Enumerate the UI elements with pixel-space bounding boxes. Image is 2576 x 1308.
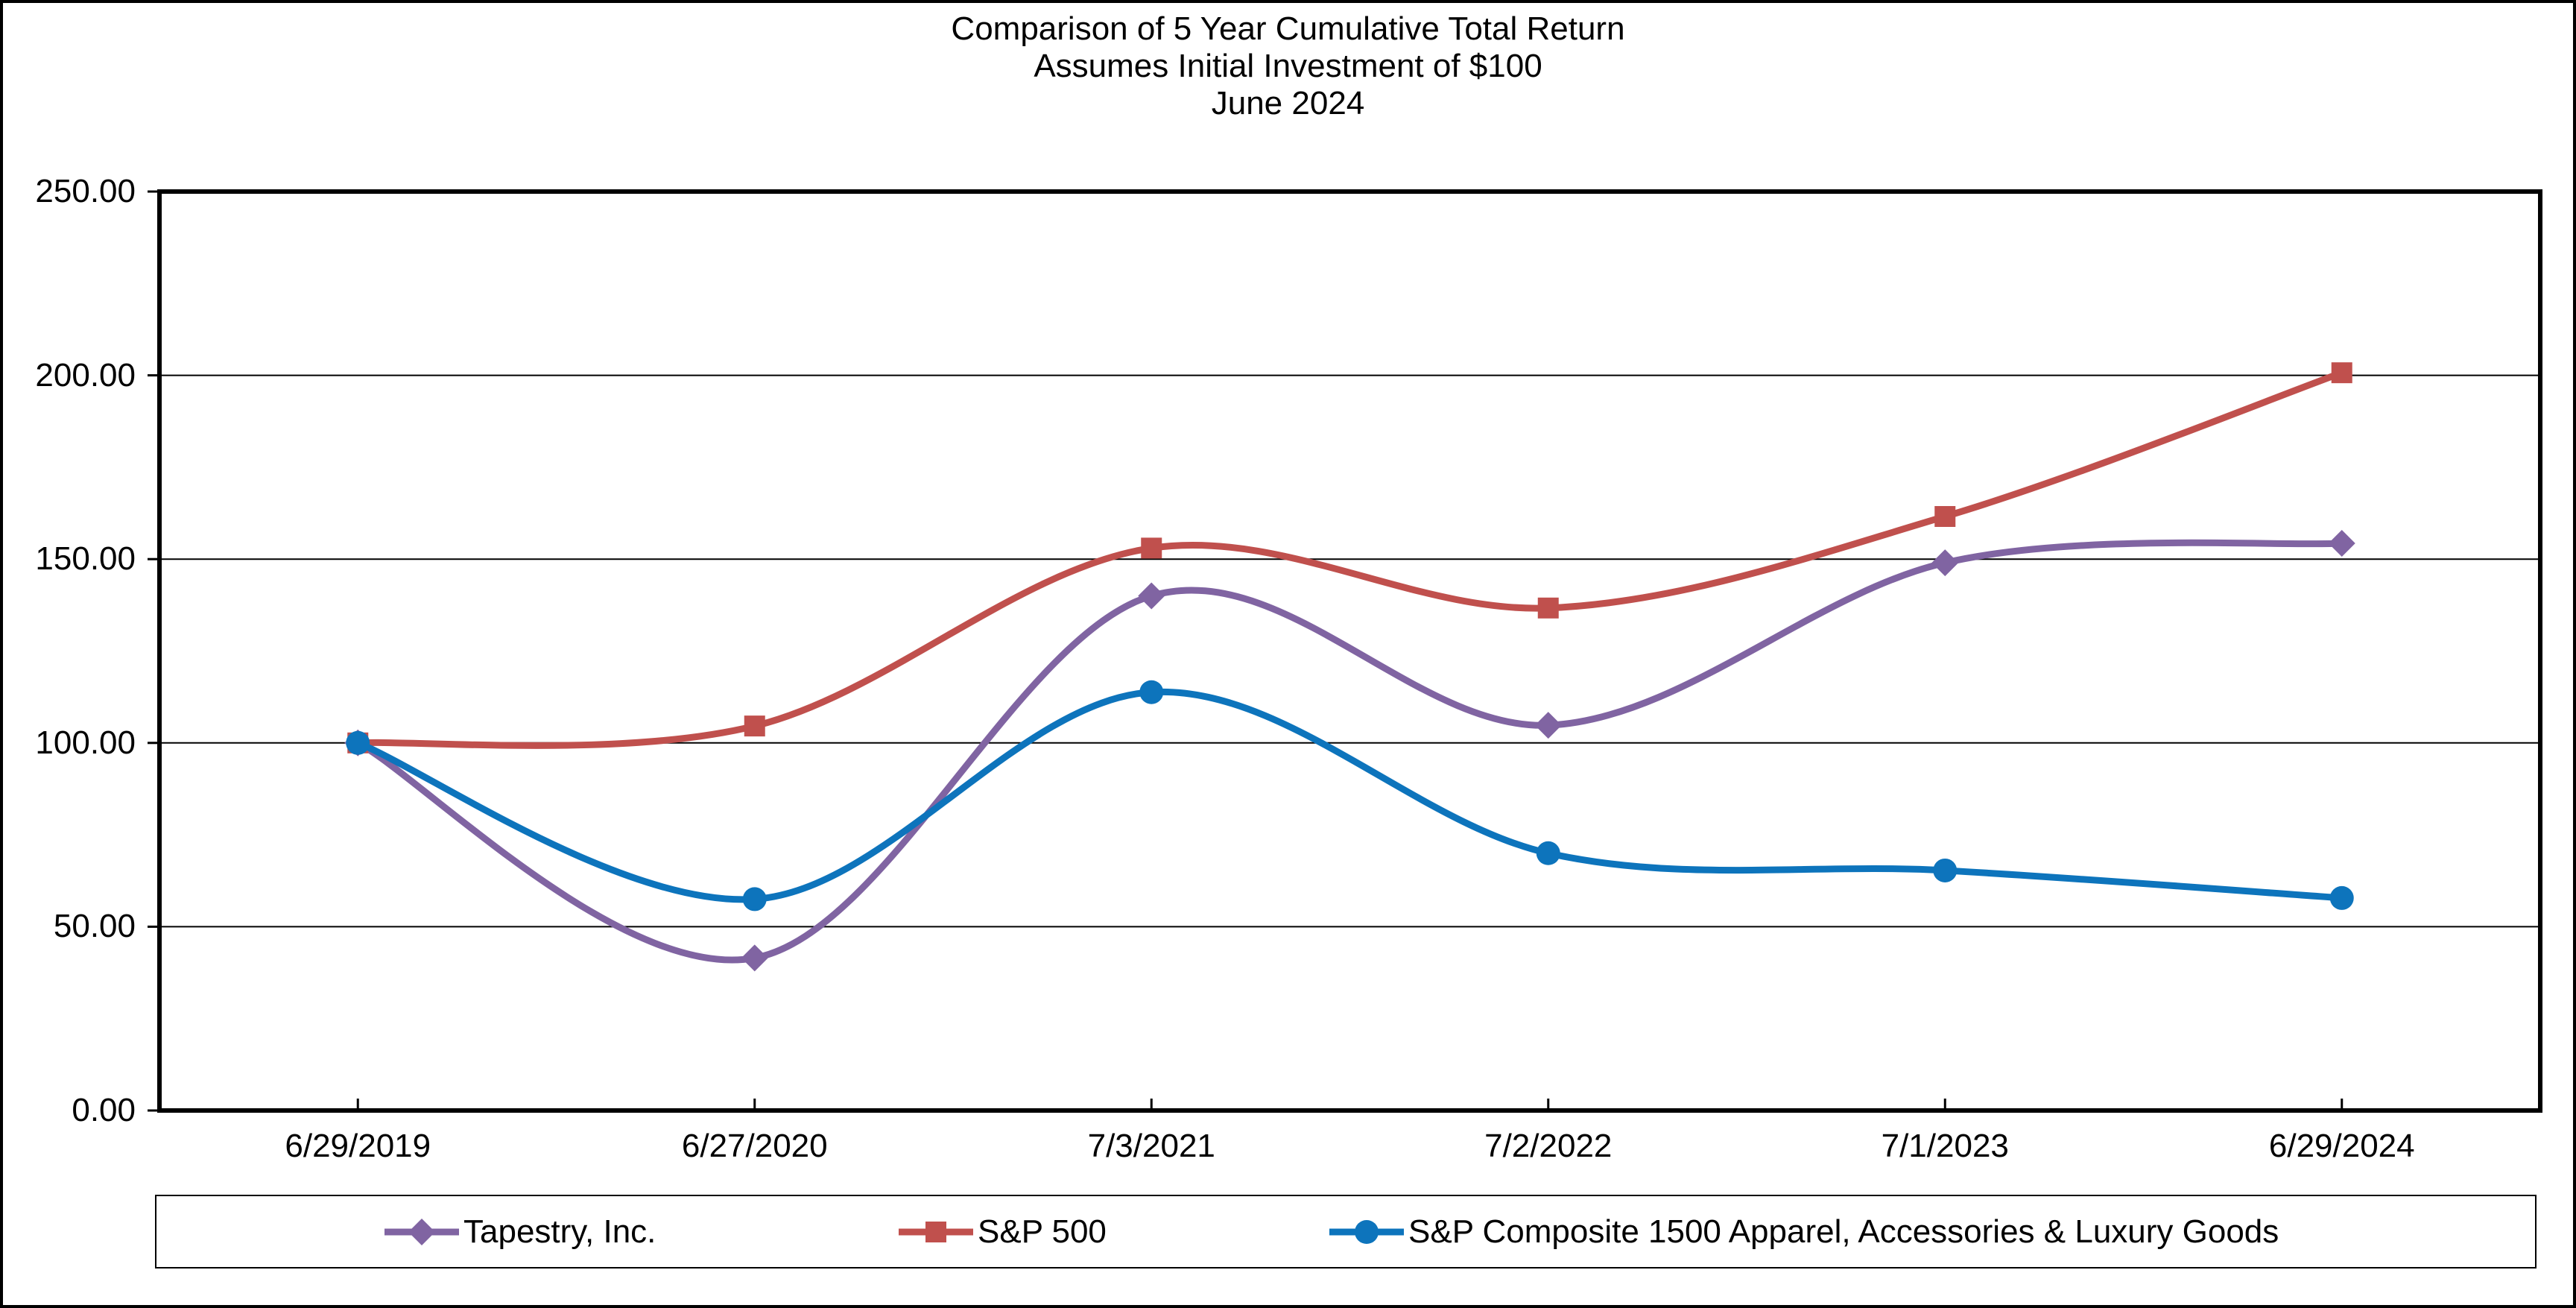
legend: Tapestry, Inc. S&P 500 S&P Composite 1500 … [155,1195,2537,1268]
legend-marker-tapestry-inc [408,1218,435,1245]
data-point-tapestry-inc-6-29-2024 [2328,529,2355,557]
y-axis-label-200.00: 200.00 [35,356,136,394]
legend-marker-s-p-500 [925,1221,946,1242]
data-point-s-p-composite-1500-apparel-accessories-luxury-goods-7-1-2023 [1933,858,1958,882]
plot-area [148,189,2542,1113]
y-axis-label-0.00: 0.00 [72,1092,136,1128]
x-axis-label-7-2-2022: 7/2/2022 [1484,1128,1613,1164]
data-point-s-p-composite-1500-apparel-accessories-luxury-goods-7-2-2022 [1536,841,1560,865]
legend-item-s-p-composite-1500-apparel-accessories-luxury-goods: S&P Composite 1500 Apparel, Accessories … [1329,1196,2279,1267]
y-axis-label-250.00: 250.00 [35,173,136,209]
legend-item-tapestry-inc: Tapestry, Inc. [384,1196,656,1267]
legend-marker-s-p-composite-1500-apparel-accessories-luxury-goods [1355,1219,1379,1244]
legend-label-s-p-composite-1500-apparel-accessories-luxury-goods: S&P Composite 1500 Apparel, Accessories … [1408,1213,2279,1250]
x-axis-label-6-27-2020: 6/27/2020 [681,1128,828,1164]
legend-item-s-p-500: S&P 500 [899,1196,1107,1267]
x-axis-label-6-29-2019: 6/29/2019 [285,1128,431,1164]
legend-label-s-p-500: S&P 500 [978,1213,1107,1250]
data-point-s-p-composite-1500-apparel-accessories-luxury-goods-6-27-2020 [742,887,767,912]
series-s-p-500 [347,362,2352,753]
data-point-tapestry-inc-7-2-2022 [1534,712,1562,739]
chart-title: Comparison of 5 Year Cumulative Total Re… [3,10,2573,122]
x-axis-label-6-29-2024: 6/29/2024 [2268,1128,2415,1164]
data-point-tapestry-inc-6-27-2020 [741,944,768,972]
data-point-s-p-500-6-29-2024 [2331,362,2352,384]
plot-border [157,189,2542,1113]
square-legend-marker-icon [899,1221,973,1242]
data-point-s-p-composite-1500-apparel-accessories-luxury-goods-6-29-2024 [2329,885,2354,910]
chart-title-line-2: Assumes Initial Investment of $100 [1034,48,1542,84]
data-point-s-p-500-7-2-2022 [1537,597,1559,619]
y-axis-label-100.00: 100.00 [35,724,136,761]
data-point-s-p-500-6-27-2020 [744,715,765,737]
circle-legend-marker-icon [1329,1219,1404,1244]
data-point-s-p-composite-1500-apparel-accessories-luxury-goods-6-29-2019 [346,730,370,755]
series-s-p-composite-1500-apparel-accessories-luxury-goods [346,680,2354,912]
chart-title-line-1: Comparison of 5 Year Cumulative Total Re… [951,10,1625,47]
legend-label-tapestry-inc: Tapestry, Inc. [463,1213,656,1250]
data-point-s-p-composite-1500-apparel-accessories-luxury-goods-7-3-2021 [1139,680,1164,704]
y-axis-label-50.00: 50.00 [53,908,136,945]
data-point-s-p-500-7-3-2021 [1141,537,1162,559]
chart-title-line-3: June 2024 [1211,85,1365,121]
series-line-tapestry-inc [356,539,2342,964]
series-line-s-p-composite-1500-apparel-accessories-luxury-goods [356,688,2343,903]
data-point-tapestry-inc-7-1-2023 [1931,549,1959,577]
y-axis-label-150.00: 150.00 [35,540,136,578]
diamond-legend-marker-icon [384,1218,459,1245]
x-axis-label-7-1-2023: 7/1/2023 [1881,1128,2009,1164]
data-point-tapestry-inc-7-3-2021 [1138,582,1165,610]
series-line-s-p-500 [358,369,2344,749]
data-point-s-p-500-7-1-2023 [1934,505,1956,527]
series-tapestry-inc [344,529,2355,972]
x-axis-label-7-3-2021: 7/3/2021 [1087,1128,1215,1164]
